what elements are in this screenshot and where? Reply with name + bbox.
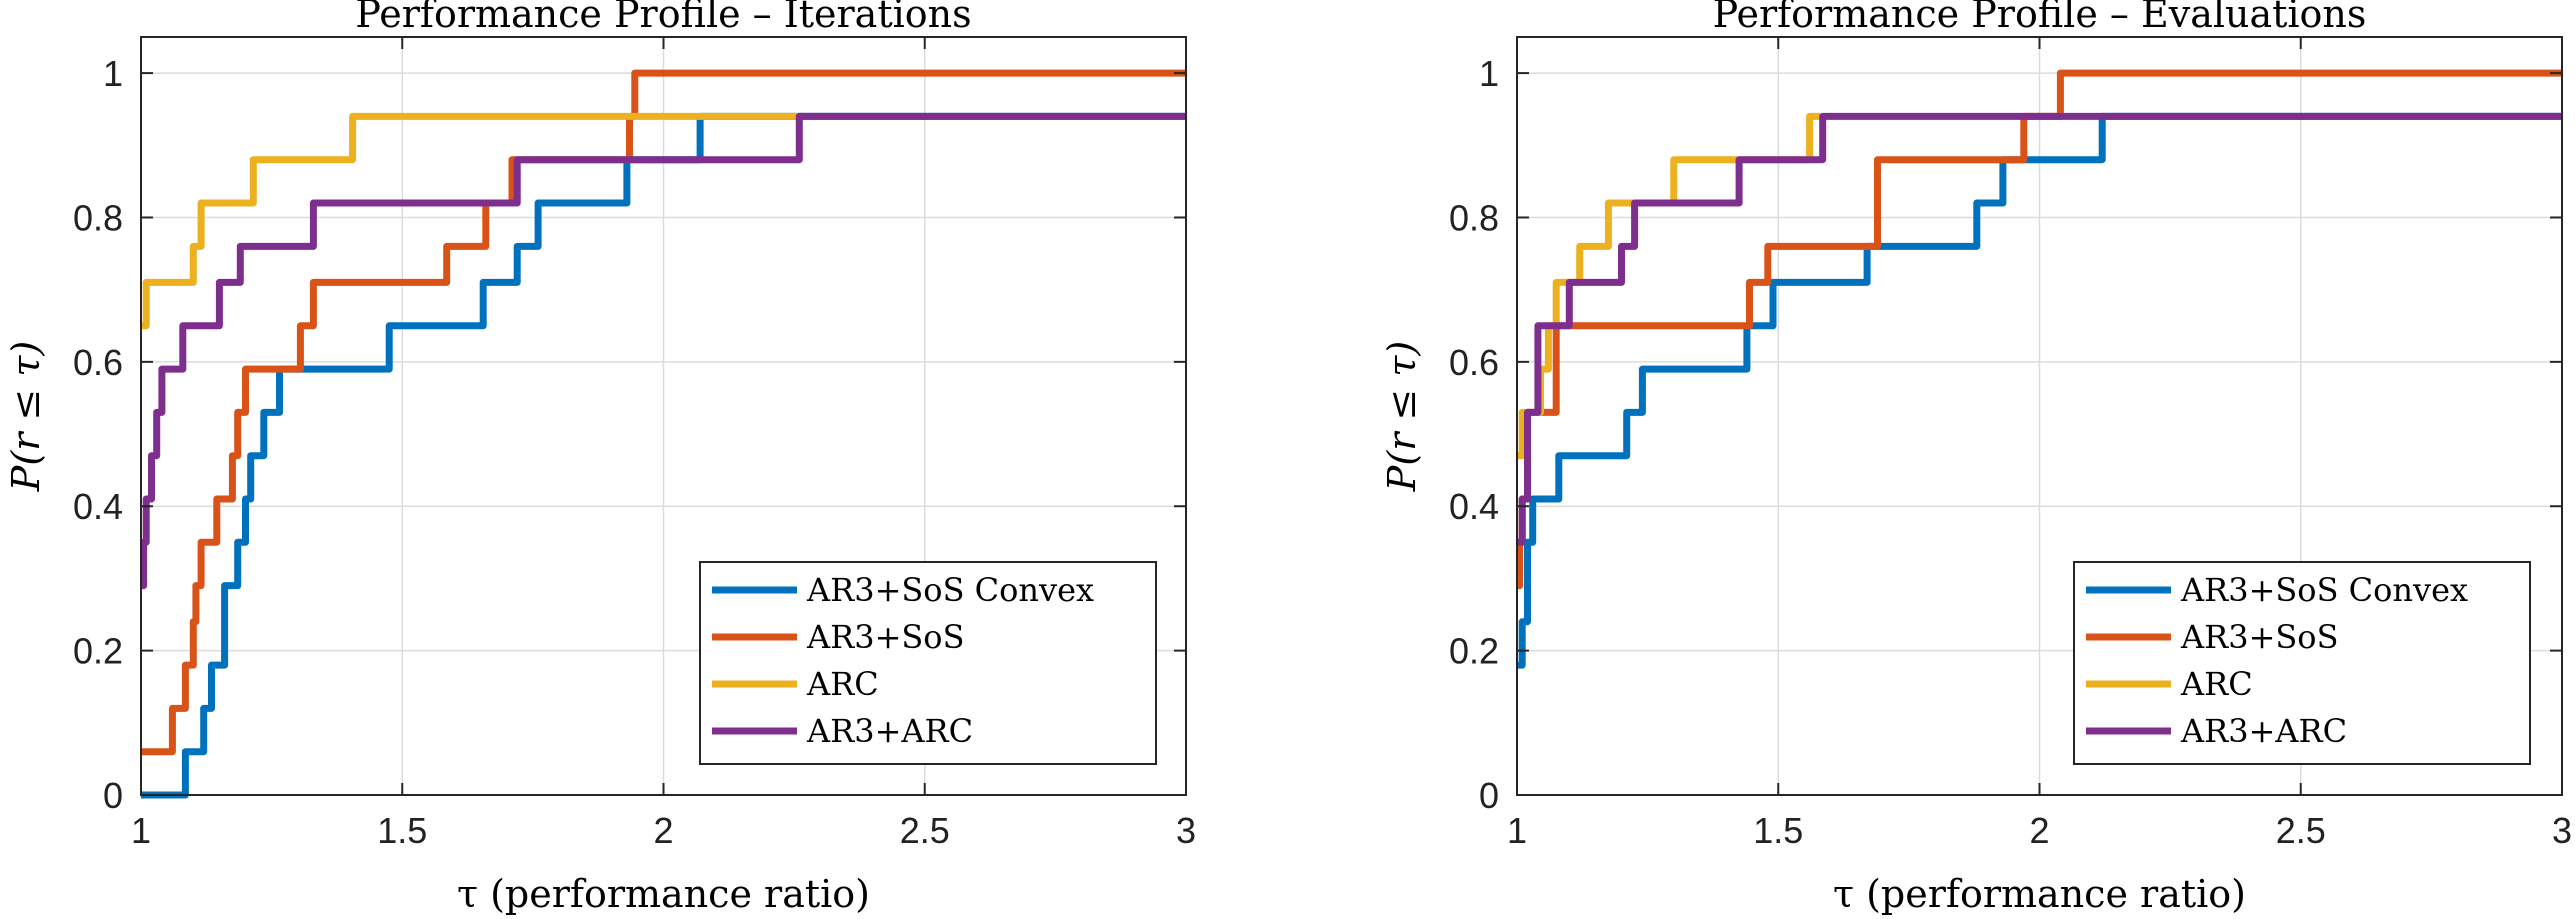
series-line-ar3-arc [1517, 112, 2562, 546]
x-tick-label: 2.5 [2276, 810, 2326, 851]
y-tick-label: 0.8 [73, 197, 123, 238]
y-tick-label: 0.6 [1449, 342, 1499, 383]
legend-entry-label: AR3+SoS Convex [2180, 571, 2468, 609]
y-tick-label: 0.2 [1449, 631, 1499, 672]
y-tick-label: 1 [103, 53, 123, 94]
chart-title: Performance Profile – Iterations [355, 0, 971, 36]
y-axis-label: P(r ≤ τ) [1380, 341, 1424, 492]
x-tick-label: 2 [653, 810, 673, 851]
legend: AR3+SoS Convex AR3+SoS ARC AR3+ARC [699, 561, 1157, 765]
x-tick-label: 1 [1507, 810, 1527, 851]
y-tick-label: 0 [103, 775, 123, 816]
y-tick-label: 0.2 [73, 631, 123, 672]
series-line-ar3-sos [141, 69, 1186, 756]
legend-entry-label: ARC [2180, 665, 2253, 703]
legend-entry-label: AR3+SoS [2180, 618, 2338, 656]
legend: AR3+SoS Convex AR3+SoS ARC AR3+ARC [2073, 561, 2531, 765]
series-line-ar3-sos-convex [141, 112, 1186, 799]
x-axis-label: τ (performance ratio) [457, 872, 870, 916]
legend-entry-label: ARC [806, 665, 879, 703]
y-tick-label: 0.4 [1449, 486, 1499, 527]
legend-entry-label: AR3+ARC [2180, 712, 2347, 750]
legend-entry-label: AR3+ARC [806, 712, 973, 750]
series-line-ar3-sos-convex [1517, 112, 2562, 669]
x-tick-label: 2 [2029, 810, 2049, 851]
y-tick-label: 0 [1479, 775, 1499, 816]
y-tick-label: 1 [1479, 53, 1499, 94]
x-tick-label: 1.5 [1753, 810, 1803, 851]
y-axis-label: P(r ≤ τ) [4, 341, 48, 492]
series-line-arc [141, 112, 805, 330]
series-line-ar3-arc [140, 112, 1186, 590]
legend-entry-label: AR3+SoS [806, 618, 964, 656]
legend-entry-label: AR3+SoS Convex [806, 571, 1094, 609]
x-tick-label: 2.5 [900, 810, 950, 851]
x-tick-label: 1.5 [377, 810, 427, 851]
chart-title: Performance Profile – Evaluations [1713, 0, 2367, 36]
x-axis-label: τ (performance ratio) [1833, 872, 2246, 916]
panel-evaluations: 1 1.5 2 2.5 3 0 0.2 0.4 0.6 0.8 1 Performance Profi… [1380, 0, 2572, 916]
x-tick-label: 3 [2552, 810, 2572, 851]
x-tick-label: 3 [1176, 810, 1196, 851]
x-tick-label: 1 [131, 810, 151, 851]
y-tick-label: 0.8 [1449, 197, 1499, 238]
panel-iterations: 1 1.5 2 2.5 3 0 0.2 0.4 0.6 0.8 1 Performance Profi… [4, 0, 1196, 916]
y-tick-label: 0.4 [73, 486, 123, 527]
y-tick-label: 0.6 [73, 342, 123, 383]
